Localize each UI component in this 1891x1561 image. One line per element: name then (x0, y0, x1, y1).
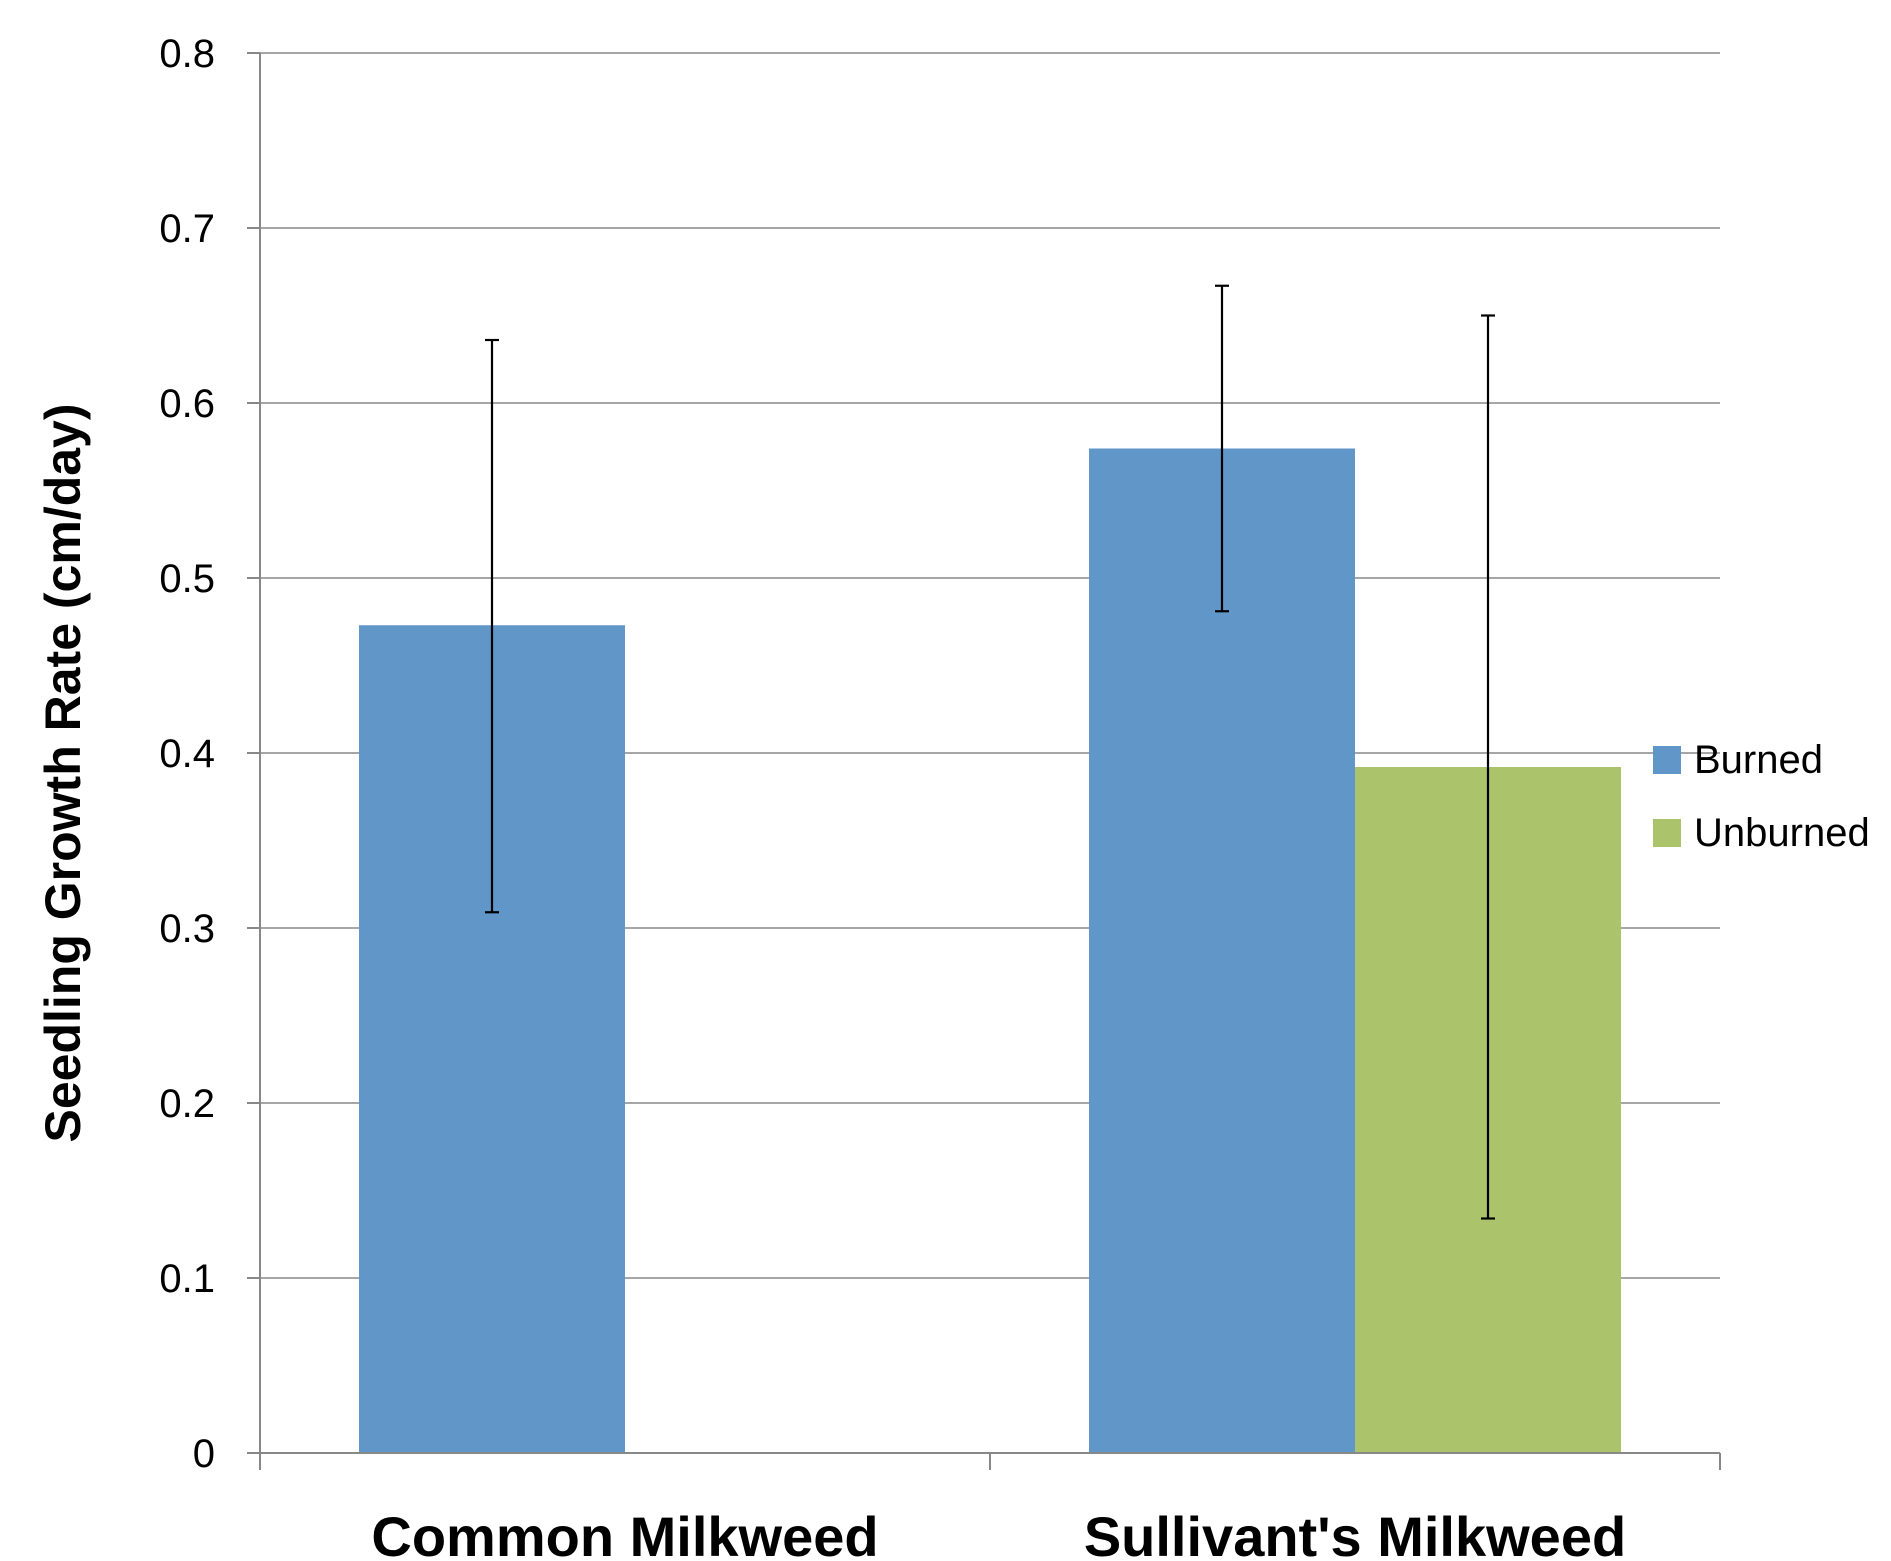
bar-burned-2 (1089, 448, 1355, 1453)
y-axis-title: Seedling Growth Rate (cm/day) (35, 403, 91, 1142)
y-tick-label: 0.7 (159, 207, 215, 251)
axes (247, 52, 1721, 1470)
y-tick-label: 0.2 (159, 1082, 215, 1126)
legend-swatch-unburned (1653, 819, 1681, 847)
y-tick-label: 0.1 (159, 1257, 215, 1301)
category-label: Sullivant's Milkweed (1084, 1505, 1626, 1561)
y-tick-label: 0.6 (159, 382, 215, 426)
y-tick-label: 0.4 (159, 732, 215, 776)
y-tick-label: 0.5 (159, 557, 215, 601)
category-labels: Common Milkweed Sullivant's Milkweed (371, 1505, 1626, 1561)
legend-swatch-burned (1653, 746, 1681, 774)
legend: Burned Unburned (1653, 738, 1870, 855)
y-tick-label: 0 (193, 1432, 215, 1476)
y-tick-labels: 0 0.1 0.2 0.3 0.4 0.5 0.6 0.7 0.8 (159, 32, 215, 1476)
bars (359, 448, 1621, 1453)
y-tick-label: 0.8 (159, 32, 215, 76)
y-tick-label: 0.3 (159, 907, 215, 951)
error-bars (485, 284, 1495, 1220)
legend-label-unburned: Unburned (1694, 811, 1870, 855)
category-label: Common Milkweed (371, 1505, 878, 1561)
legend-label-burned: Burned (1694, 738, 1823, 782)
